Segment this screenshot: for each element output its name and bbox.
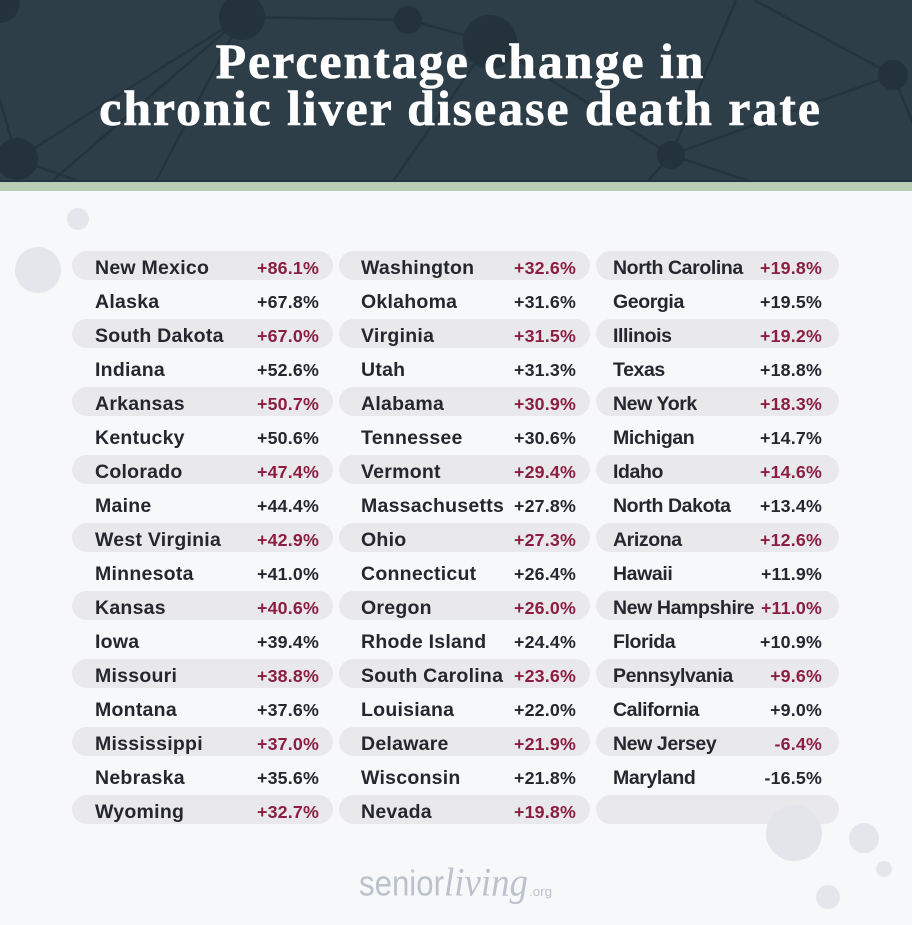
svg-text:.org: .org <box>529 885 552 899</box>
svg-text:senior: senior <box>359 863 444 904</box>
svg-text:living: living <box>444 860 528 905</box>
